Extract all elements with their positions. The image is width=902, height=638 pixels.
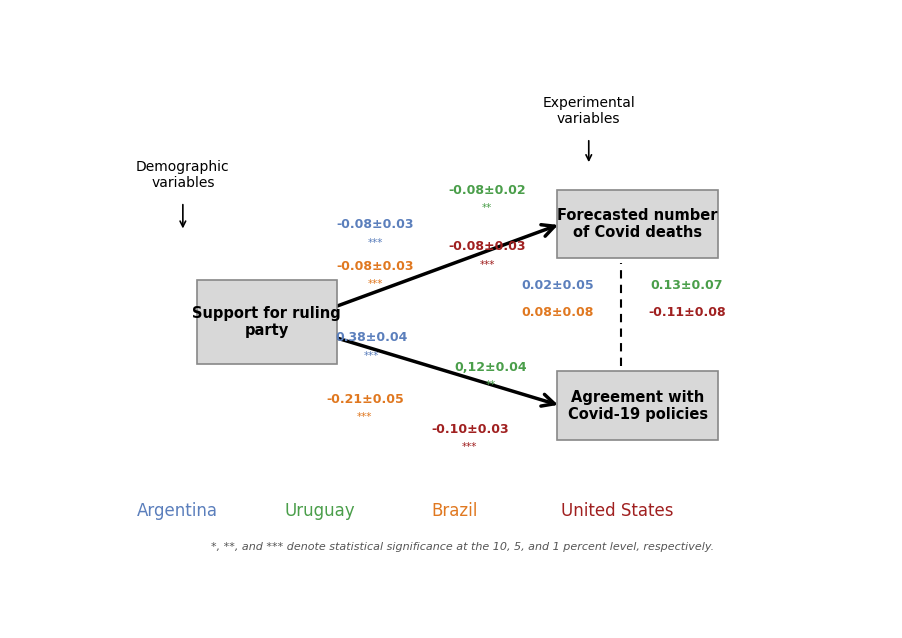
Text: Forecasted number
of Covid deaths: Forecasted number of Covid deaths bbox=[557, 208, 717, 240]
Text: *, **, and *** denote statistical significance at the 10, 5, and 1 percent level: *, **, and *** denote statistical signif… bbox=[211, 542, 713, 552]
Text: ***: *** bbox=[462, 442, 477, 452]
Text: Support for ruling
party: Support for ruling party bbox=[192, 306, 341, 338]
Text: 0.08±0.08: 0.08±0.08 bbox=[520, 306, 593, 319]
FancyBboxPatch shape bbox=[557, 371, 717, 440]
Text: **: ** bbox=[485, 380, 495, 390]
Text: -0.08±0.03: -0.08±0.03 bbox=[448, 241, 526, 253]
Text: Experimental
variables: Experimental variables bbox=[542, 96, 634, 126]
Text: 0,12±0.04: 0,12±0.04 bbox=[454, 360, 527, 374]
Text: 0.38±0.04: 0.38±0.04 bbox=[336, 331, 408, 345]
FancyBboxPatch shape bbox=[197, 281, 336, 364]
Text: -0.08±0.02: -0.08±0.02 bbox=[448, 184, 526, 197]
Text: ***: *** bbox=[367, 279, 382, 289]
Text: 0.02±0.05: 0.02±0.05 bbox=[520, 279, 593, 292]
Text: -0.08±0.03: -0.08±0.03 bbox=[336, 218, 414, 232]
Text: ***: *** bbox=[479, 260, 494, 270]
Text: -0.11±0.08: -0.11±0.08 bbox=[648, 306, 724, 319]
Text: Demographic
variables: Demographic variables bbox=[136, 160, 229, 190]
Text: -0.10±0.03: -0.10±0.03 bbox=[430, 423, 508, 436]
Text: -0.21±0.05: -0.21±0.05 bbox=[326, 393, 403, 406]
Text: -0.08±0.03: -0.08±0.03 bbox=[336, 260, 414, 273]
Text: **: ** bbox=[482, 203, 492, 213]
Text: ***: *** bbox=[364, 350, 379, 360]
FancyBboxPatch shape bbox=[557, 189, 717, 258]
Text: Uruguay: Uruguay bbox=[284, 502, 354, 521]
Text: Argentina: Argentina bbox=[137, 502, 218, 521]
Text: Agreement with
Covid-19 policies: Agreement with Covid-19 policies bbox=[567, 390, 707, 422]
Text: ***: *** bbox=[367, 237, 382, 248]
Text: Brazil: Brazil bbox=[431, 502, 477, 521]
Text: 0.13±0.07: 0.13±0.07 bbox=[649, 279, 723, 292]
Text: United States: United States bbox=[560, 502, 673, 521]
Text: ***: *** bbox=[356, 412, 373, 422]
